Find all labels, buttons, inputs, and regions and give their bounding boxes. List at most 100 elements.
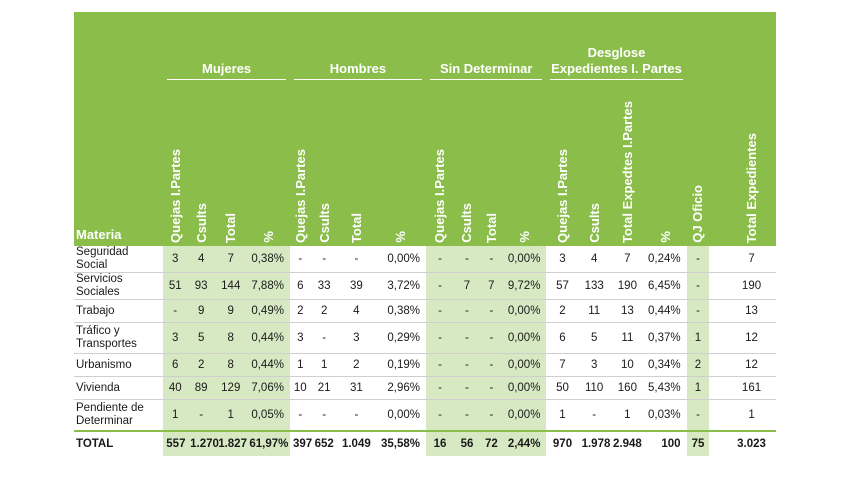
total-expedientes-cell: 1 [727,399,776,432]
materia-cell: Vivienda [74,376,164,400]
materia-cell: Pendiente de Determinar [74,399,164,432]
h-cell: 1 [310,353,338,377]
h-cell: - [337,399,376,432]
h-cell: - [289,246,311,273]
m-cell: 40 [163,376,188,400]
m-cell: 0,44% [246,353,290,377]
s-cell: - [454,299,480,323]
col-desglose-pct: % [645,82,687,246]
h-cell: 2,96% [375,376,426,400]
col-total-expedientes: Total Expedientes [727,82,776,246]
h-cell: 35,58% [375,430,426,456]
expedientes-table: Mujeres Hombres Sin Determinar Desglose … [74,12,776,456]
materia-cell: Urbanismo [74,353,164,377]
qj-oficio-cell: 1 [686,322,710,354]
m-cell: 9 [187,299,216,323]
s-cell: 7 [479,272,503,300]
d-cell: 5 [578,322,610,354]
m-cell: 144 [215,272,247,300]
d-cell: 11 [609,322,646,354]
d-cell: 2 [546,299,579,323]
qj-oficio-cell: 75 [686,430,710,456]
d-cell: 4 [578,246,610,273]
m-cell: 9 [215,299,247,323]
total-expedientes-cell: 7 [727,246,776,273]
group-hombres: Hombres [289,12,426,82]
m-cell: 7,88% [246,272,290,300]
m-cell: 0,38% [246,246,290,273]
spacer-cell [709,376,728,400]
s-cell: 7 [454,272,480,300]
qj-oficio-cell: 2 [686,353,710,377]
m-cell: 61,97% [246,430,290,456]
spacer-cell [709,299,728,323]
m-cell: 51 [163,272,188,300]
h-cell: 652 [310,430,338,456]
group-sin-determinar: Sin Determinar [425,12,547,82]
table-row: Seguridad Social 3 4 7 0,38% - - -0,00% - - -0,00%… [74,246,776,273]
m-cell: 5 [187,322,216,354]
col-sd-csults: Csults [454,82,480,246]
table-row: Tráfico y Transportes 3 5 8 0,44% 3-3 0,29% - - -… [74,322,776,354]
s-cell: 72 [479,430,503,456]
spacer-cell [709,353,728,377]
s-cell: 0,00% [502,353,547,377]
d-cell: 2.948 [609,430,646,456]
spacer-cell [709,430,728,456]
h-cell: 2 [310,299,338,323]
d-cell: 0,44% [645,299,687,323]
s-cell: - [479,399,503,432]
group-mujeres: Mujeres [163,12,290,82]
h-cell: 2 [289,299,311,323]
s-cell: - [425,299,454,323]
d-cell: 100 [645,430,687,456]
m-cell: 89 [187,376,216,400]
m-cell: 557 [163,430,188,456]
d-cell: 0,34% [645,353,687,377]
spacer-cell [709,272,728,300]
d-cell: 6 [546,322,579,354]
m-cell: 8 [215,353,247,377]
h-cell: 0,29% [375,322,426,354]
d-cell: 57 [546,272,579,300]
table-row: Vivienda 40 89 129 7,06% 10 21 31 2,96% - - -0,00% 5… [74,376,776,400]
m-cell: 1 [163,399,188,432]
d-cell: 133 [578,272,610,300]
h-cell: - [310,246,338,273]
d-cell: 3 [546,246,579,273]
s-cell: 16 [425,430,454,456]
s-cell: 0,00% [502,322,547,354]
s-cell: - [479,322,503,354]
d-cell: 11 [578,299,610,323]
materia-cell: Trabajo [74,299,164,323]
h-cell: 10 [289,376,311,400]
s-cell: - [454,246,480,273]
col-hombres-quejas: Quejas I.Partes [289,82,311,246]
d-cell: 6,45% [645,272,687,300]
header-spacer [74,12,164,82]
s-cell: - [425,376,454,400]
s-cell: 56 [454,430,480,456]
d-cell: 110 [578,376,610,400]
s-cell: - [479,353,503,377]
s-cell: - [454,353,480,377]
d-cell: - [578,399,610,432]
table-row: Servicios Sociales 51 93 144 7,88% 6 33 39 3,72%… [74,272,776,300]
table-row: Trabajo -9 9 0,49% 2 2 4 0,38% - - -0,00% 2 11 13 0,44… [74,299,776,323]
qj-oficio-cell: - [686,246,710,273]
d-cell: 0,24% [645,246,687,273]
d-cell: 1 [609,399,646,432]
m-cell: 1 [215,399,247,432]
s-cell: - [454,399,480,432]
s-cell: - [479,246,503,273]
qj-oficio-cell: - [686,399,710,432]
s-cell: 2,44% [502,430,547,456]
h-cell: 6 [289,272,311,300]
total-expedientes-cell: 12 [727,353,776,377]
m-cell: 93 [187,272,216,300]
d-cell: 3 [578,353,610,377]
d-cell: 10 [609,353,646,377]
s-cell: - [425,322,454,354]
table-body: Seguridad Social 3 4 7 0,38% - - -0,00% - - -0,00%… [74,246,776,456]
h-cell: - [289,399,311,432]
